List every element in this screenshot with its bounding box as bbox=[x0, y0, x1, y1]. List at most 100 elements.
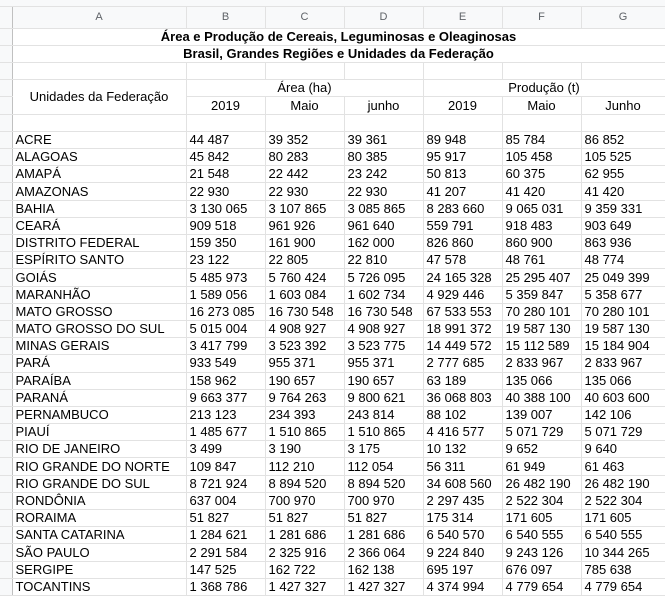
value-cell[interactable]: 19 587 130 bbox=[581, 320, 665, 339]
value-cell[interactable]: 22 930 bbox=[344, 182, 424, 201]
value-cell[interactable]: 3 130 065 bbox=[186, 200, 266, 218]
uf-name-cell[interactable]: RONDÔNIA bbox=[12, 492, 187, 511]
value-cell[interactable]: 8 894 520 bbox=[344, 475, 424, 493]
value-cell[interactable]: 3 107 865 bbox=[265, 200, 345, 218]
value-cell[interactable]: 105 525 bbox=[581, 148, 665, 167]
value-cell[interactable]: 44 487 bbox=[186, 131, 266, 150]
column-header-a[interactable]: A bbox=[12, 6, 187, 29]
value-cell[interactable]: 5 015 004 bbox=[186, 320, 266, 339]
row-gutter[interactable] bbox=[0, 234, 13, 253]
value-cell[interactable]: 23 242 bbox=[344, 165, 424, 184]
value-cell[interactable]: 700 970 bbox=[344, 492, 424, 511]
value-cell[interactable]: 190 657 bbox=[265, 372, 345, 390]
column-header-d[interactable]: D bbox=[344, 6, 424, 29]
value-cell[interactable]: 1 602 734 bbox=[344, 286, 424, 304]
value-cell[interactable]: 61 949 bbox=[502, 457, 582, 476]
uf-name-cell[interactable]: BAHIA bbox=[12, 200, 187, 218]
sheet-title[interactable]: Área e Produção de Cereais, Leguminosas … bbox=[12, 28, 665, 46]
value-cell[interactable]: 45 842 bbox=[186, 148, 266, 167]
value-cell[interactable]: 105 458 bbox=[502, 148, 582, 167]
value-cell[interactable]: 15 112 589 bbox=[502, 337, 582, 356]
uf-name-cell[interactable]: RIO GRANDE DO NORTE bbox=[12, 457, 187, 476]
value-cell[interactable]: 26 482 190 bbox=[581, 475, 665, 493]
value-cell[interactable]: 234 393 bbox=[265, 406, 345, 425]
value-cell[interactable]: 51 827 bbox=[265, 509, 345, 528]
value-cell[interactable]: 5 071 729 bbox=[502, 423, 582, 442]
value-cell[interactable]: 3 190 bbox=[265, 440, 345, 459]
uf-name-cell[interactable]: MATO GROSSO bbox=[12, 303, 187, 321]
value-cell[interactable]: 22 442 bbox=[265, 165, 345, 184]
value-cell[interactable]: 863 936 bbox=[581, 234, 665, 253]
area-2019-header[interactable]: 2019 bbox=[186, 96, 266, 115]
row-gutter[interactable] bbox=[0, 526, 13, 545]
value-cell[interactable]: 1 510 865 bbox=[265, 423, 345, 442]
value-cell[interactable]: 4 929 446 bbox=[423, 286, 503, 304]
value-cell[interactable]: 60 375 bbox=[502, 165, 582, 184]
value-cell[interactable]: 9 065 031 bbox=[502, 200, 582, 218]
row-gutter[interactable] bbox=[0, 251, 13, 270]
value-cell[interactable]: 1 510 865 bbox=[344, 423, 424, 442]
row-gutter[interactable] bbox=[0, 372, 13, 390]
column-header-e[interactable]: E bbox=[423, 6, 503, 29]
value-cell[interactable]: 5 760 424 bbox=[265, 268, 345, 287]
value-cell[interactable]: 918 483 bbox=[502, 217, 582, 236]
value-cell[interactable]: 135 066 bbox=[581, 372, 665, 390]
value-cell[interactable]: 9 764 263 bbox=[265, 389, 345, 407]
value-cell[interactable]: 80 283 bbox=[265, 148, 345, 167]
value-cell[interactable]: 36 068 803 bbox=[423, 389, 503, 407]
value-cell[interactable]: 39 352 bbox=[265, 131, 345, 150]
value-cell[interactable]: 3 175 bbox=[344, 440, 424, 459]
value-cell[interactable]: 5 358 677 bbox=[581, 286, 665, 304]
value-cell[interactable]: 25 049 399 bbox=[581, 268, 665, 287]
value-cell[interactable]: 89 948 bbox=[423, 131, 503, 150]
value-cell[interactable]: 4 779 654 bbox=[581, 578, 665, 596]
value-cell[interactable]: 8 283 660 bbox=[423, 200, 503, 218]
row-gutter[interactable] bbox=[0, 457, 13, 476]
value-cell[interactable]: 637 004 bbox=[186, 492, 266, 511]
value-cell[interactable]: 2 522 304 bbox=[502, 492, 582, 511]
value-cell[interactable]: 19 587 130 bbox=[502, 320, 582, 339]
value-cell[interactable]: 2 833 967 bbox=[581, 354, 665, 373]
row-gutter[interactable] bbox=[0, 148, 13, 167]
uf-name-cell[interactable]: RORAIMA bbox=[12, 509, 187, 528]
value-cell[interactable]: 3 085 865 bbox=[344, 200, 424, 218]
value-cell[interactable]: 2 366 064 bbox=[344, 543, 424, 562]
area-maio-header[interactable]: Maio bbox=[265, 96, 345, 115]
value-cell[interactable]: 6 540 555 bbox=[581, 526, 665, 545]
value-cell[interactable]: 955 371 bbox=[265, 354, 345, 373]
value-cell[interactable]: 14 449 572 bbox=[423, 337, 503, 356]
value-cell[interactable]: 2 325 916 bbox=[265, 543, 345, 562]
uf-name-cell[interactable]: MATO GROSSO DO SUL bbox=[12, 320, 187, 339]
uf-name-cell[interactable]: DISTRITO FEDERAL bbox=[12, 234, 187, 253]
area-junho-header[interactable]: junho bbox=[344, 96, 424, 115]
value-cell[interactable]: 2 522 304 bbox=[581, 492, 665, 511]
value-cell[interactable]: 142 106 bbox=[581, 406, 665, 425]
row-gutter[interactable] bbox=[0, 406, 13, 425]
uf-name-cell[interactable]: PARAÍBA bbox=[12, 372, 187, 390]
value-cell[interactable]: 80 385 bbox=[344, 148, 424, 167]
value-cell[interactable]: 700 970 bbox=[265, 492, 345, 511]
value-cell[interactable]: 88 102 bbox=[423, 406, 503, 425]
value-cell[interactable]: 243 814 bbox=[344, 406, 424, 425]
uf-name-cell[interactable]: MINAS GERAIS bbox=[12, 337, 187, 356]
value-cell[interactable]: 1 427 327 bbox=[265, 578, 345, 596]
uf-name-cell[interactable]: PERNAMBUCO bbox=[12, 406, 187, 425]
value-cell[interactable]: 826 860 bbox=[423, 234, 503, 253]
value-cell[interactable]: 67 533 553 bbox=[423, 303, 503, 321]
value-cell[interactable]: 10 344 265 bbox=[581, 543, 665, 562]
value-cell[interactable]: 4 908 927 bbox=[344, 320, 424, 339]
uf-name-cell[interactable]: SÃO PAULO bbox=[12, 543, 187, 562]
value-cell[interactable]: 933 549 bbox=[186, 354, 266, 373]
row-gutter[interactable] bbox=[0, 131, 13, 150]
row-gutter[interactable] bbox=[0, 492, 13, 511]
value-cell[interactable]: 785 638 bbox=[581, 561, 665, 579]
value-cell[interactable]: 3 523 775 bbox=[344, 337, 424, 356]
value-cell[interactable]: 9 224 840 bbox=[423, 543, 503, 562]
value-cell[interactable]: 2 291 584 bbox=[186, 543, 266, 562]
value-cell[interactable]: 961 926 bbox=[265, 217, 345, 236]
value-cell[interactable]: 171 605 bbox=[502, 509, 582, 528]
value-cell[interactable]: 70 280 101 bbox=[502, 303, 582, 321]
value-cell[interactable]: 955 371 bbox=[344, 354, 424, 373]
value-cell[interactable]: 39 361 bbox=[344, 131, 424, 150]
prod-maio-header[interactable]: Maio bbox=[502, 96, 582, 115]
